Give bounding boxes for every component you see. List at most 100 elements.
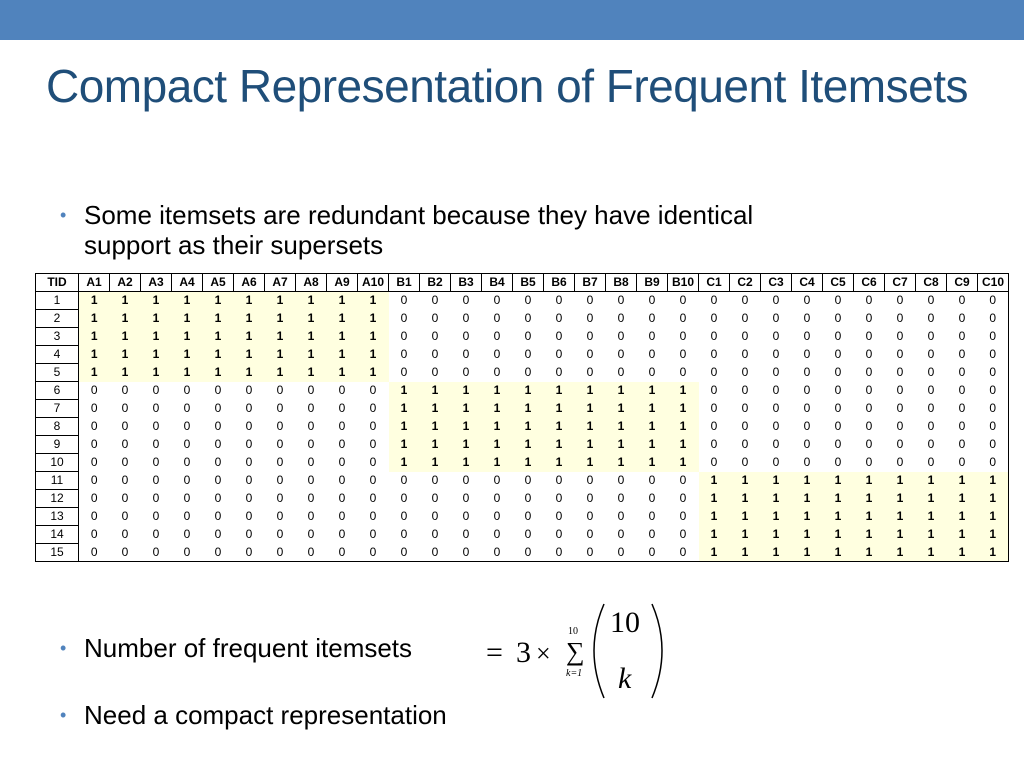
item-cell: 0 bbox=[183, 455, 191, 469]
item-cell: 0 bbox=[927, 311, 935, 325]
column-header: B3 bbox=[450, 273, 482, 292]
item-cell: 0 bbox=[121, 401, 129, 415]
item-cell: 1 bbox=[140, 309, 172, 328]
item-cell: 0 bbox=[90, 419, 98, 433]
column-header: C10 bbox=[977, 273, 1009, 292]
item-cell: 1 bbox=[78, 291, 110, 310]
item-cell: 1 bbox=[233, 291, 265, 310]
item-cell: 0 bbox=[90, 527, 98, 541]
item-cell: 0 bbox=[741, 311, 749, 325]
item-cell: 1 bbox=[574, 417, 606, 436]
tid-cell: 13 bbox=[35, 507, 79, 526]
item-cell: 0 bbox=[958, 383, 966, 397]
item-cell: 0 bbox=[555, 365, 563, 379]
item-cell: 0 bbox=[431, 509, 439, 523]
item-cell: 0 bbox=[90, 383, 98, 397]
item-cell: 0 bbox=[214, 473, 222, 487]
item-cell: 0 bbox=[493, 509, 501, 523]
item-cell: 0 bbox=[555, 293, 563, 308]
item-cell: 0 bbox=[648, 293, 656, 308]
item-cell: 1 bbox=[667, 399, 699, 418]
item-cell: 0 bbox=[214, 527, 222, 541]
item-cell: 0 bbox=[679, 311, 687, 325]
left-paren-icon bbox=[593, 603, 605, 699]
item-cell: 0 bbox=[772, 419, 780, 433]
right-paren-icon bbox=[651, 603, 663, 699]
item-cell: 0 bbox=[617, 473, 625, 487]
table-row: 14 0 0 0 0 0 0 0 0 0 0 0 0 0 0 0 0 0 0 0 0 1 1 1 1 1 1 1 1 1 1 bbox=[35, 525, 1009, 544]
item-cell: 0 bbox=[977, 399, 1009, 418]
item-cell: 0 bbox=[524, 365, 532, 379]
item-cell: 1 bbox=[729, 543, 761, 562]
slide-title: Compact Representation of Frequent Items… bbox=[46, 60, 968, 112]
item-cell: 0 bbox=[481, 543, 513, 562]
item-cell: 0 bbox=[617, 491, 625, 505]
item-cell: 0 bbox=[431, 473, 439, 487]
item-cell: 0 bbox=[121, 419, 129, 433]
item-cell: 1 bbox=[791, 525, 823, 544]
item-cell: 1 bbox=[481, 453, 513, 472]
item-cell: 0 bbox=[264, 543, 296, 562]
item-cell: 0 bbox=[183, 437, 191, 451]
tid-cell: 2 bbox=[35, 309, 79, 328]
item-cell: 1 bbox=[481, 399, 513, 418]
item-cell: 1 bbox=[419, 417, 451, 436]
column-header: C9 bbox=[946, 273, 978, 292]
item-cell: 0 bbox=[431, 293, 439, 308]
item-cell: 0 bbox=[648, 347, 656, 361]
item-cell: 0 bbox=[679, 347, 687, 361]
item-cell: 0 bbox=[977, 327, 1009, 346]
item-cell: 1 bbox=[636, 381, 668, 400]
item-cell: 0 bbox=[276, 473, 284, 487]
item-cell: 1 bbox=[574, 453, 606, 472]
item-cell: 0 bbox=[586, 365, 594, 379]
item-cell: 1 bbox=[884, 525, 916, 544]
tid-cell: 15 bbox=[35, 543, 79, 562]
item-cell: 0 bbox=[772, 383, 780, 397]
item-cell: 0 bbox=[896, 419, 904, 433]
item-cell: 0 bbox=[679, 329, 687, 343]
item-cell: 1 bbox=[915, 543, 947, 562]
item-cell: 0 bbox=[152, 401, 160, 415]
item-cell: 1 bbox=[295, 291, 327, 310]
item-cell: 1 bbox=[326, 291, 358, 310]
item-cell: 0 bbox=[977, 453, 1009, 472]
item-cell: 0 bbox=[183, 383, 191, 397]
item-cell: 0 bbox=[369, 455, 377, 469]
column-header: C4 bbox=[791, 273, 823, 292]
formula-sum-upper: 10 bbox=[568, 626, 578, 637]
item-cell: 0 bbox=[214, 509, 222, 523]
item-cell: 0 bbox=[958, 365, 966, 379]
item-cell: 0 bbox=[276, 491, 284, 505]
item-cell: 1 bbox=[357, 345, 389, 364]
item-cell: 1 bbox=[977, 507, 1009, 526]
item-cell: 1 bbox=[202, 345, 234, 364]
item-cell: 1 bbox=[264, 309, 296, 328]
item-cell: 0 bbox=[152, 383, 160, 397]
bullet-dot-icon: • bbox=[60, 638, 67, 658]
item-cell: 0 bbox=[400, 491, 408, 505]
bullet-text-line2: support as their supersets bbox=[84, 230, 384, 260]
formula-binom-top: 10 bbox=[610, 606, 640, 639]
column-header: A6 bbox=[233, 273, 265, 292]
item-cell: 0 bbox=[710, 401, 718, 415]
item-cell: 1 bbox=[419, 453, 451, 472]
item-cell: 0 bbox=[121, 383, 129, 397]
item-cell: 0 bbox=[834, 329, 842, 343]
column-header: B10 bbox=[667, 273, 699, 292]
item-cell: 1 bbox=[481, 417, 513, 436]
item-cell: 0 bbox=[338, 473, 346, 487]
item-cell: 0 bbox=[586, 509, 594, 523]
item-cell: 1 bbox=[233, 327, 265, 346]
item-cell: 0 bbox=[121, 509, 129, 523]
item-cell: 0 bbox=[896, 311, 904, 325]
item-cell: 1 bbox=[388, 399, 420, 418]
item-cell: 1 bbox=[171, 291, 203, 310]
item-cell: 1 bbox=[140, 345, 172, 364]
column-header: B4 bbox=[481, 273, 513, 292]
item-cell: 0 bbox=[977, 381, 1009, 400]
item-cell: 0 bbox=[307, 527, 315, 541]
item-cell: 1 bbox=[698, 543, 730, 562]
